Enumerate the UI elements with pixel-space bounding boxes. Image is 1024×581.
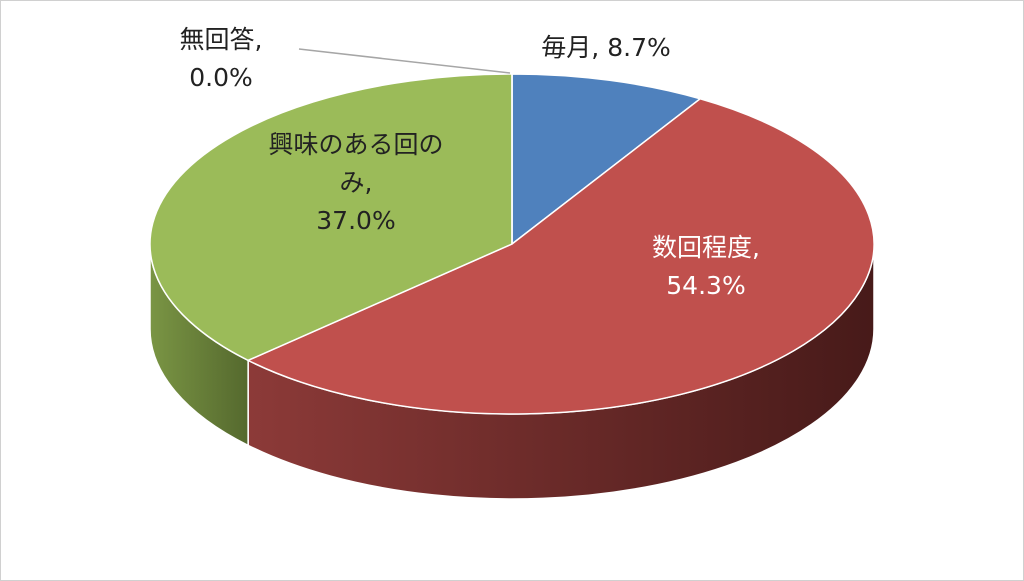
- slice: [149, 73, 513, 362]
- leader-line: [298, 48, 511, 74]
- label-category: 興味のある回のみ: [268, 130, 444, 197]
- label-value: 54.3%: [666, 271, 746, 300]
- label-separator: ,: [591, 33, 600, 62]
- label-separator: ,: [752, 233, 760, 262]
- label-category: 無回答: [179, 25, 255, 54]
- label-separator: ,: [254, 25, 263, 54]
- label-value: 37.0%: [316, 206, 396, 235]
- slice: [511, 73, 702, 246]
- slice: [246, 97, 875, 415]
- label-category: 毎月: [541, 33, 592, 62]
- data-label: 興味のある回のみ, 37.0%: [266, 126, 446, 240]
- data-label: 無回答, 0.0%: [156, 21, 286, 97]
- data-label: 数回程度, 54.3%: [616, 229, 796, 305]
- label-separator: ,: [364, 168, 373, 197]
- label-category: 数回程度: [652, 233, 753, 262]
- label-value: 0.0%: [189, 63, 253, 92]
- data-label: 毎月, 8.7%: [516, 29, 696, 67]
- label-value: 8.7%: [607, 33, 671, 62]
